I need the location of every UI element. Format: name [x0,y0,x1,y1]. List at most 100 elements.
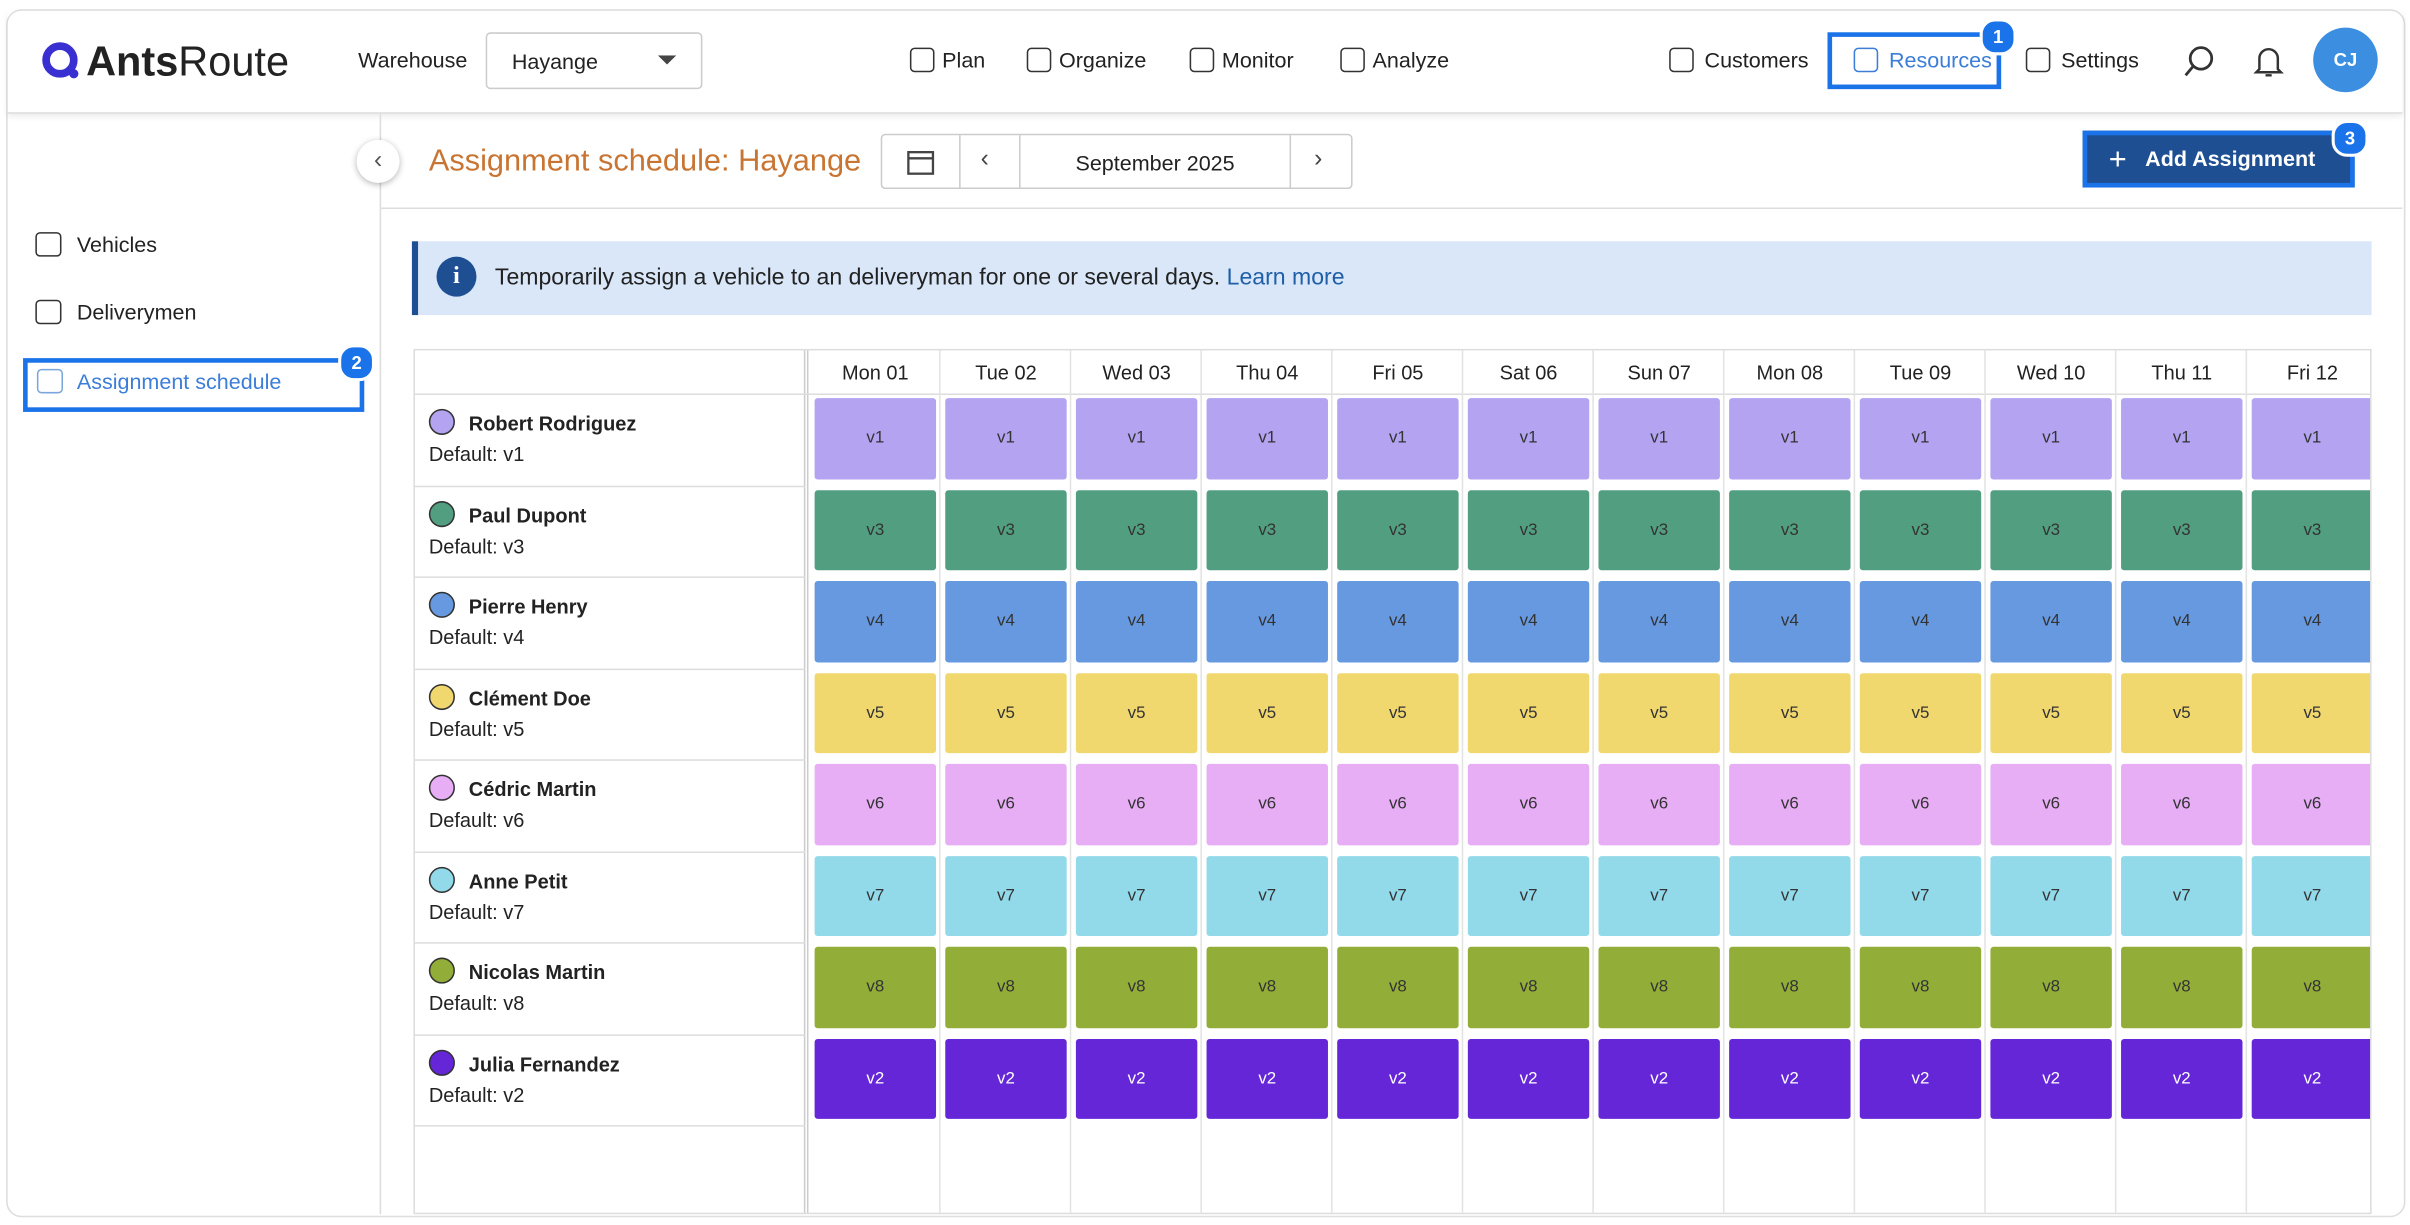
assignment-cell[interactable]: v5 [945,672,1067,754]
assignment-cell[interactable]: v5 [2251,672,2371,754]
assignment-cell[interactable]: v3 [1729,489,1851,571]
assignment-cell[interactable]: v3 [2251,489,2371,571]
assignment-cell[interactable]: v7 [1206,855,1328,937]
assignment-cell[interactable]: v8 [945,946,1067,1028]
assignment-cell[interactable]: v5 [1206,672,1328,754]
assignment-cell[interactable]: v3 [1990,489,2112,571]
assignment-cell[interactable]: v1 [1598,398,1720,479]
nav-item[interactable]: Resources [1888,47,1992,73]
assignment-cell[interactable]: v7 [1990,855,2112,937]
assignment-cell[interactable]: v6 [1598,763,1720,845]
assignment-cell[interactable]: v4 [1598,580,1720,662]
assignment-cell[interactable]: v4 [814,580,937,662]
assignment-cell[interactable]: v8 [1990,946,2112,1028]
assignment-cell[interactable]: v8 [814,946,937,1028]
assignment-cell[interactable]: v7 [1337,855,1459,937]
assignment-cell[interactable]: v8 [1859,946,1982,1028]
assignment-cell[interactable]: v7 [1075,855,1198,937]
warehouse-select[interactable]: Hayange [485,32,703,90]
assignment-cell[interactable]: v7 [1598,855,1720,937]
assignment-cell[interactable]: v6 [1206,763,1328,845]
assignment-cell[interactable]: v6 [2121,763,2243,845]
assignment-cell[interactable]: v2 [814,1038,937,1119]
assignment-cell[interactable]: v2 [945,1038,1067,1119]
assignment-cell[interactable]: v4 [1206,580,1328,662]
assignment-cell[interactable]: v7 [1859,855,1982,937]
assignment-cell[interactable]: v7 [2251,855,2371,937]
assignment-cell[interactable]: v5 [1598,672,1720,754]
assignment-cell[interactable]: v6 [814,763,937,845]
assignment-cell[interactable]: v5 [1859,672,1982,754]
assignment-cell[interactable]: v1 [1075,398,1198,479]
assignment-cell[interactable]: v3 [1598,489,1720,571]
assignment-cell[interactable]: v5 [814,672,937,754]
assignment-cell[interactable]: v5 [1075,672,1198,754]
assignment-cell[interactable]: v3 [1206,489,1328,571]
assignment-cell[interactable]: v1 [1467,398,1590,479]
assignment-cell[interactable]: v2 [1598,1038,1720,1119]
assignment-cell[interactable]: v7 [1729,855,1851,937]
sidebar-item[interactable]: Assignment schedule [76,368,282,394]
assignment-cell[interactable]: v1 [1729,398,1851,479]
assignment-cell[interactable]: v6 [1990,763,2112,845]
assignment-cell[interactable]: v4 [1990,580,2112,662]
assignment-cell[interactable]: v1 [2121,398,2243,479]
assignment-cell[interactable]: v2 [1990,1038,2112,1119]
assignment-cell[interactable]: v4 [1075,580,1198,662]
collapse-button[interactable]: ‹ [356,139,400,183]
assignment-cell[interactable]: v8 [1598,946,1720,1028]
assignment-cell[interactable]: v1 [1337,398,1459,479]
assignment-cell[interactable]: v3 [1337,489,1459,571]
assignment-cell[interactable]: v3 [945,489,1067,571]
assignment-cell[interactable]: v7 [2121,855,2243,937]
assignment-cell[interactable]: v7 [945,855,1067,937]
assignment-cell[interactable]: v1 [1206,398,1328,479]
calendar-icon[interactable] [907,148,935,176]
assignment-cell[interactable]: v2 [2121,1038,2243,1119]
assignment-cell[interactable]: v2 [2251,1038,2371,1119]
assignment-cell[interactable]: v6 [1859,763,1982,845]
assignment-cell[interactable]: v6 [2251,763,2371,845]
assignment-cell[interactable]: v1 [814,398,937,479]
next-button[interactable]: › [1314,146,1323,173]
assignment-cell[interactable]: v6 [1337,763,1459,845]
assignment-cell[interactable]: v5 [1990,672,2112,754]
add-button[interactable]: + Add Assignment [2082,130,2355,188]
avatar[interactable]: CJ [2313,27,2378,93]
nav-item[interactable]: Settings [2061,47,2139,73]
nav-item[interactable]: Monitor [1221,47,1294,73]
nav-item[interactable]: Organize [1058,47,1147,73]
assignment-cell[interactable]: v2 [1729,1038,1851,1119]
assignment-cell[interactable]: v3 [1467,489,1590,571]
assignment-cell[interactable]: v3 [2121,489,2243,571]
assignment-cell[interactable]: v8 [1075,946,1198,1028]
assignment-cell[interactable]: v3 [814,489,937,571]
assignment-cell[interactable]: v4 [2251,580,2371,662]
assignment-cell[interactable]: v2 [1859,1038,1982,1119]
assignment-cell[interactable]: v1 [1859,398,1982,479]
assignment-cell[interactable]: v6 [1729,763,1851,845]
assignment-cell[interactable]: v4 [2121,580,2243,662]
assignment-cell[interactable]: v2 [1337,1038,1459,1119]
sidebar-item[interactable]: Vehicles [76,232,158,257]
assignment-cell[interactable]: v5 [1467,672,1590,754]
assignment-cell[interactable]: v4 [1467,580,1590,662]
assignment-cell[interactable]: v6 [945,763,1067,845]
assignment-cell[interactable]: v3 [1075,489,1198,571]
assignment-cell[interactable]: v1 [2251,398,2371,479]
assignment-cell[interactable]: v8 [1729,946,1851,1028]
assignment-cell[interactable]: v1 [1990,398,2112,479]
assignment-cell[interactable]: v7 [814,855,937,937]
assignment-cell[interactable]: v6 [1467,763,1590,845]
assignment-cell[interactable]: v3 [1859,489,1982,571]
assignment-cell[interactable]: v4 [1859,580,1982,662]
assignment-cell[interactable]: v2 [1467,1038,1590,1119]
assignment-cell[interactable]: v4 [1729,580,1851,662]
assignment-cell[interactable]: v5 [2121,672,2243,754]
assignment-cell[interactable]: v2 [1075,1038,1198,1119]
assignment-cell[interactable]: v8 [1337,946,1459,1028]
assignment-cell[interactable]: v6 [1075,763,1198,845]
prev-button[interactable]: ‹ [980,146,989,173]
search-icon[interactable] [2183,45,2217,79]
bell-icon[interactable] [2253,43,2284,80]
